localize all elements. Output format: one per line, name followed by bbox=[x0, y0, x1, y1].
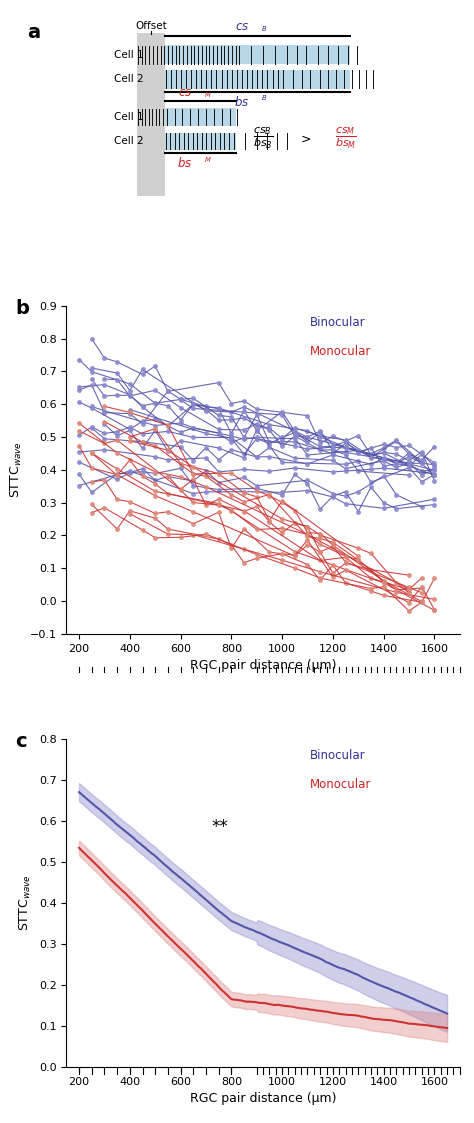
Text: $_B$: $_B$ bbox=[261, 24, 267, 34]
Text: Binocular: Binocular bbox=[310, 316, 366, 329]
Text: $_M$: $_M$ bbox=[204, 90, 212, 100]
Text: $_M$: $_M$ bbox=[204, 155, 212, 165]
Text: $bs$: $bs$ bbox=[177, 156, 192, 171]
Text: $cs$: $cs$ bbox=[235, 20, 249, 33]
Text: b: b bbox=[15, 299, 29, 318]
FancyBboxPatch shape bbox=[164, 108, 236, 126]
X-axis label: RGC pair distance (μm): RGC pair distance (μm) bbox=[190, 659, 337, 672]
FancyBboxPatch shape bbox=[164, 45, 350, 64]
Y-axis label: STTC$_{wave}$: STTC$_{wave}$ bbox=[9, 441, 24, 499]
Text: $cs$: $cs$ bbox=[178, 85, 192, 99]
Text: Cell 2: Cell 2 bbox=[114, 136, 143, 146]
FancyBboxPatch shape bbox=[164, 133, 236, 149]
Text: Cell 1: Cell 1 bbox=[114, 112, 143, 122]
Text: $bs$: $bs$ bbox=[234, 94, 249, 109]
Text: Binocular: Binocular bbox=[310, 749, 366, 761]
Text: Monocular: Monocular bbox=[310, 345, 372, 358]
FancyBboxPatch shape bbox=[137, 34, 164, 195]
X-axis label: RGC pair distance (μm): RGC pair distance (μm) bbox=[190, 1093, 337, 1105]
Text: Cell 1: Cell 1 bbox=[114, 49, 143, 60]
Text: Monocular: Monocular bbox=[310, 778, 372, 791]
Text: Cell 2: Cell 2 bbox=[114, 74, 143, 84]
Text: c: c bbox=[15, 732, 27, 751]
Text: **: ** bbox=[211, 819, 228, 837]
Text: $_B$: $_B$ bbox=[261, 93, 267, 103]
Text: Offset: Offset bbox=[135, 20, 167, 30]
Text: $>$: $>$ bbox=[298, 133, 311, 145]
Text: a: a bbox=[27, 22, 40, 42]
Text: $\dfrac{cs_B}{bs_B}$: $\dfrac{cs_B}{bs_B}$ bbox=[253, 126, 273, 152]
FancyBboxPatch shape bbox=[164, 70, 350, 89]
Y-axis label: STTC$_{wave}$: STTC$_{wave}$ bbox=[18, 875, 33, 931]
Text: $\dfrac{cs_M}{bs_M}$: $\dfrac{cs_M}{bs_M}$ bbox=[335, 126, 356, 152]
